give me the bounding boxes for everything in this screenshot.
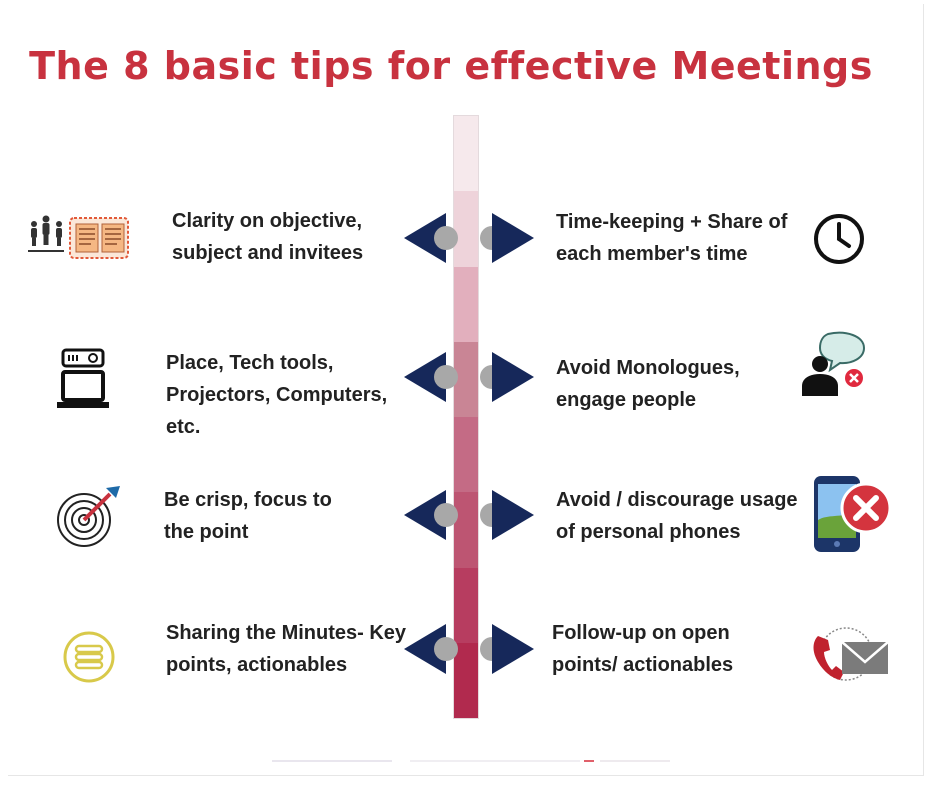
connector-dot <box>434 365 458 389</box>
bottom-decor-line <box>584 760 594 762</box>
tip-text-6: Avoid / discourage usage of personal pho… <box>556 489 798 543</box>
left-arrow-icon <box>404 490 446 540</box>
infographic-frame <box>8 4 924 776</box>
connector-dot <box>434 503 458 527</box>
connector-dot <box>434 226 458 250</box>
bottom-decor-line <box>600 760 670 762</box>
bottom-decor-line <box>410 760 580 762</box>
spine-segment <box>454 567 478 643</box>
people-board-icon <box>28 215 129 259</box>
connector-dot <box>434 637 458 661</box>
tip-text-7: Sharing the Minutes- Key points, actiona… <box>166 622 407 676</box>
connector-row-3 <box>404 490 534 540</box>
right-arrow-icon <box>492 352 534 402</box>
tip-text-3: Place, Tech tools, Projectors, Computers… <box>166 352 388 438</box>
spine-segment <box>454 341 478 417</box>
target-dart-icon <box>57 486 120 547</box>
connector-row-1 <box>404 213 534 263</box>
phone-mail-icon <box>813 627 889 681</box>
spine-segment <box>454 492 478 568</box>
projector-laptop-icon <box>57 348 109 408</box>
tip-text-8: Follow-up on open points/ actionables <box>552 622 734 676</box>
center-spine <box>453 115 479 719</box>
connector-row-2 <box>404 352 534 402</box>
clock-icon <box>814 214 864 264</box>
tip-text-4: Avoid Monologues, engage people <box>556 357 740 411</box>
speaker-chat-icon <box>802 331 866 396</box>
tip-text-1: Clarity on objective, subject and invite… <box>172 210 364 264</box>
bottom-decor-line <box>272 760 392 762</box>
right-arrow-icon <box>492 213 534 263</box>
spine-segment <box>454 191 478 267</box>
left-arrow-icon <box>404 624 446 674</box>
tip-text-2: Time-keeping + Share of each member's ti… <box>556 211 788 265</box>
right-arrow-icon <box>492 490 534 540</box>
spine-segment <box>454 417 478 493</box>
spine-segment <box>454 266 478 342</box>
infographic-title: The 8 basic tips for effective Meetings <box>29 44 873 88</box>
left-arrow-icon <box>404 213 446 263</box>
connector-row-4 <box>404 624 534 674</box>
phone-cross-icon <box>814 476 892 552</box>
right-arrow-icon <box>492 624 534 674</box>
minutes-list-icon <box>63 631 115 683</box>
tip-text-5: Be crisp, focus to the point <box>164 489 332 543</box>
left-arrow-icon <box>404 352 446 402</box>
spine-segment <box>454 116 478 192</box>
spine-segment <box>454 642 478 718</box>
